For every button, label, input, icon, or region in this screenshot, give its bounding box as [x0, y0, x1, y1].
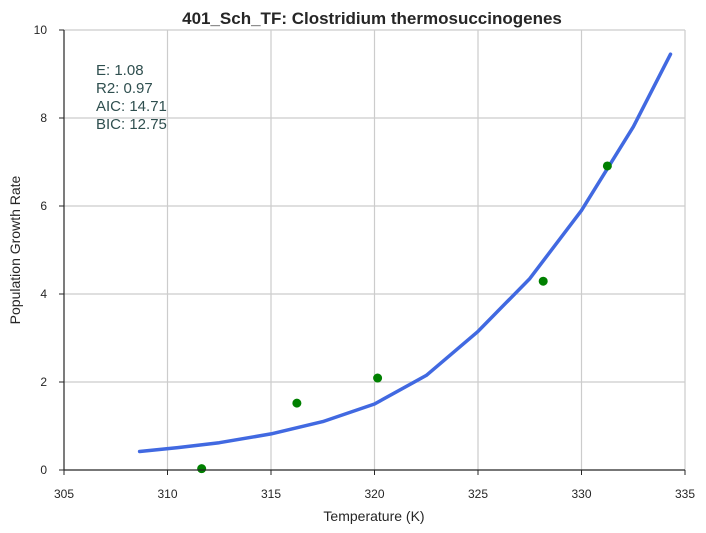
fitted-curve-layer [137, 52, 673, 454]
fit-statistics: E: 1.08 R2: 0.97 AIC: 14.71 BIC: 12.75 [96, 62, 167, 133]
x-tick-label: 315 [261, 487, 281, 501]
tick-labels: 305 310 315 320 325 330 335 0 2 4 6 8 10 [34, 23, 696, 501]
y-tick-label: 6 [40, 199, 47, 213]
data-point [292, 398, 302, 408]
stat-e: E: 1.08 [96, 62, 144, 79]
stat-bic: BIC: 12.75 [96, 116, 167, 133]
x-tick-label: 320 [364, 487, 384, 501]
x-tick-label: 335 [675, 487, 695, 501]
x-tick-label: 325 [468, 487, 488, 501]
y-tick-label: 2 [40, 375, 47, 389]
fitted-curve [137, 52, 673, 454]
y-tick-label: 8 [40, 111, 47, 125]
y-tick-label: 0 [40, 463, 47, 477]
y-axis-label: Population Growth Rate [7, 175, 23, 324]
grid [64, 29, 686, 470]
x-tick-label: 305 [54, 487, 74, 501]
stat-r2: R2: 0.97 [96, 80, 153, 97]
x-tick-label: 330 [571, 487, 591, 501]
y-tick-label: 4 [40, 287, 47, 301]
data-point [602, 161, 612, 171]
chart-title: 401_Sch_TF: Clostridium thermosuccinogen… [182, 9, 562, 28]
data-point [538, 276, 548, 286]
x-tick-label: 310 [157, 487, 177, 501]
axes [59, 29, 686, 475]
data-point [197, 464, 207, 474]
data-points-layer [197, 161, 612, 474]
data-point [373, 373, 383, 383]
stat-aic: AIC: 14.71 [96, 98, 167, 115]
x-axis-label: Temperature (K) [323, 508, 424, 524]
y-tick-label: 10 [34, 23, 48, 37]
